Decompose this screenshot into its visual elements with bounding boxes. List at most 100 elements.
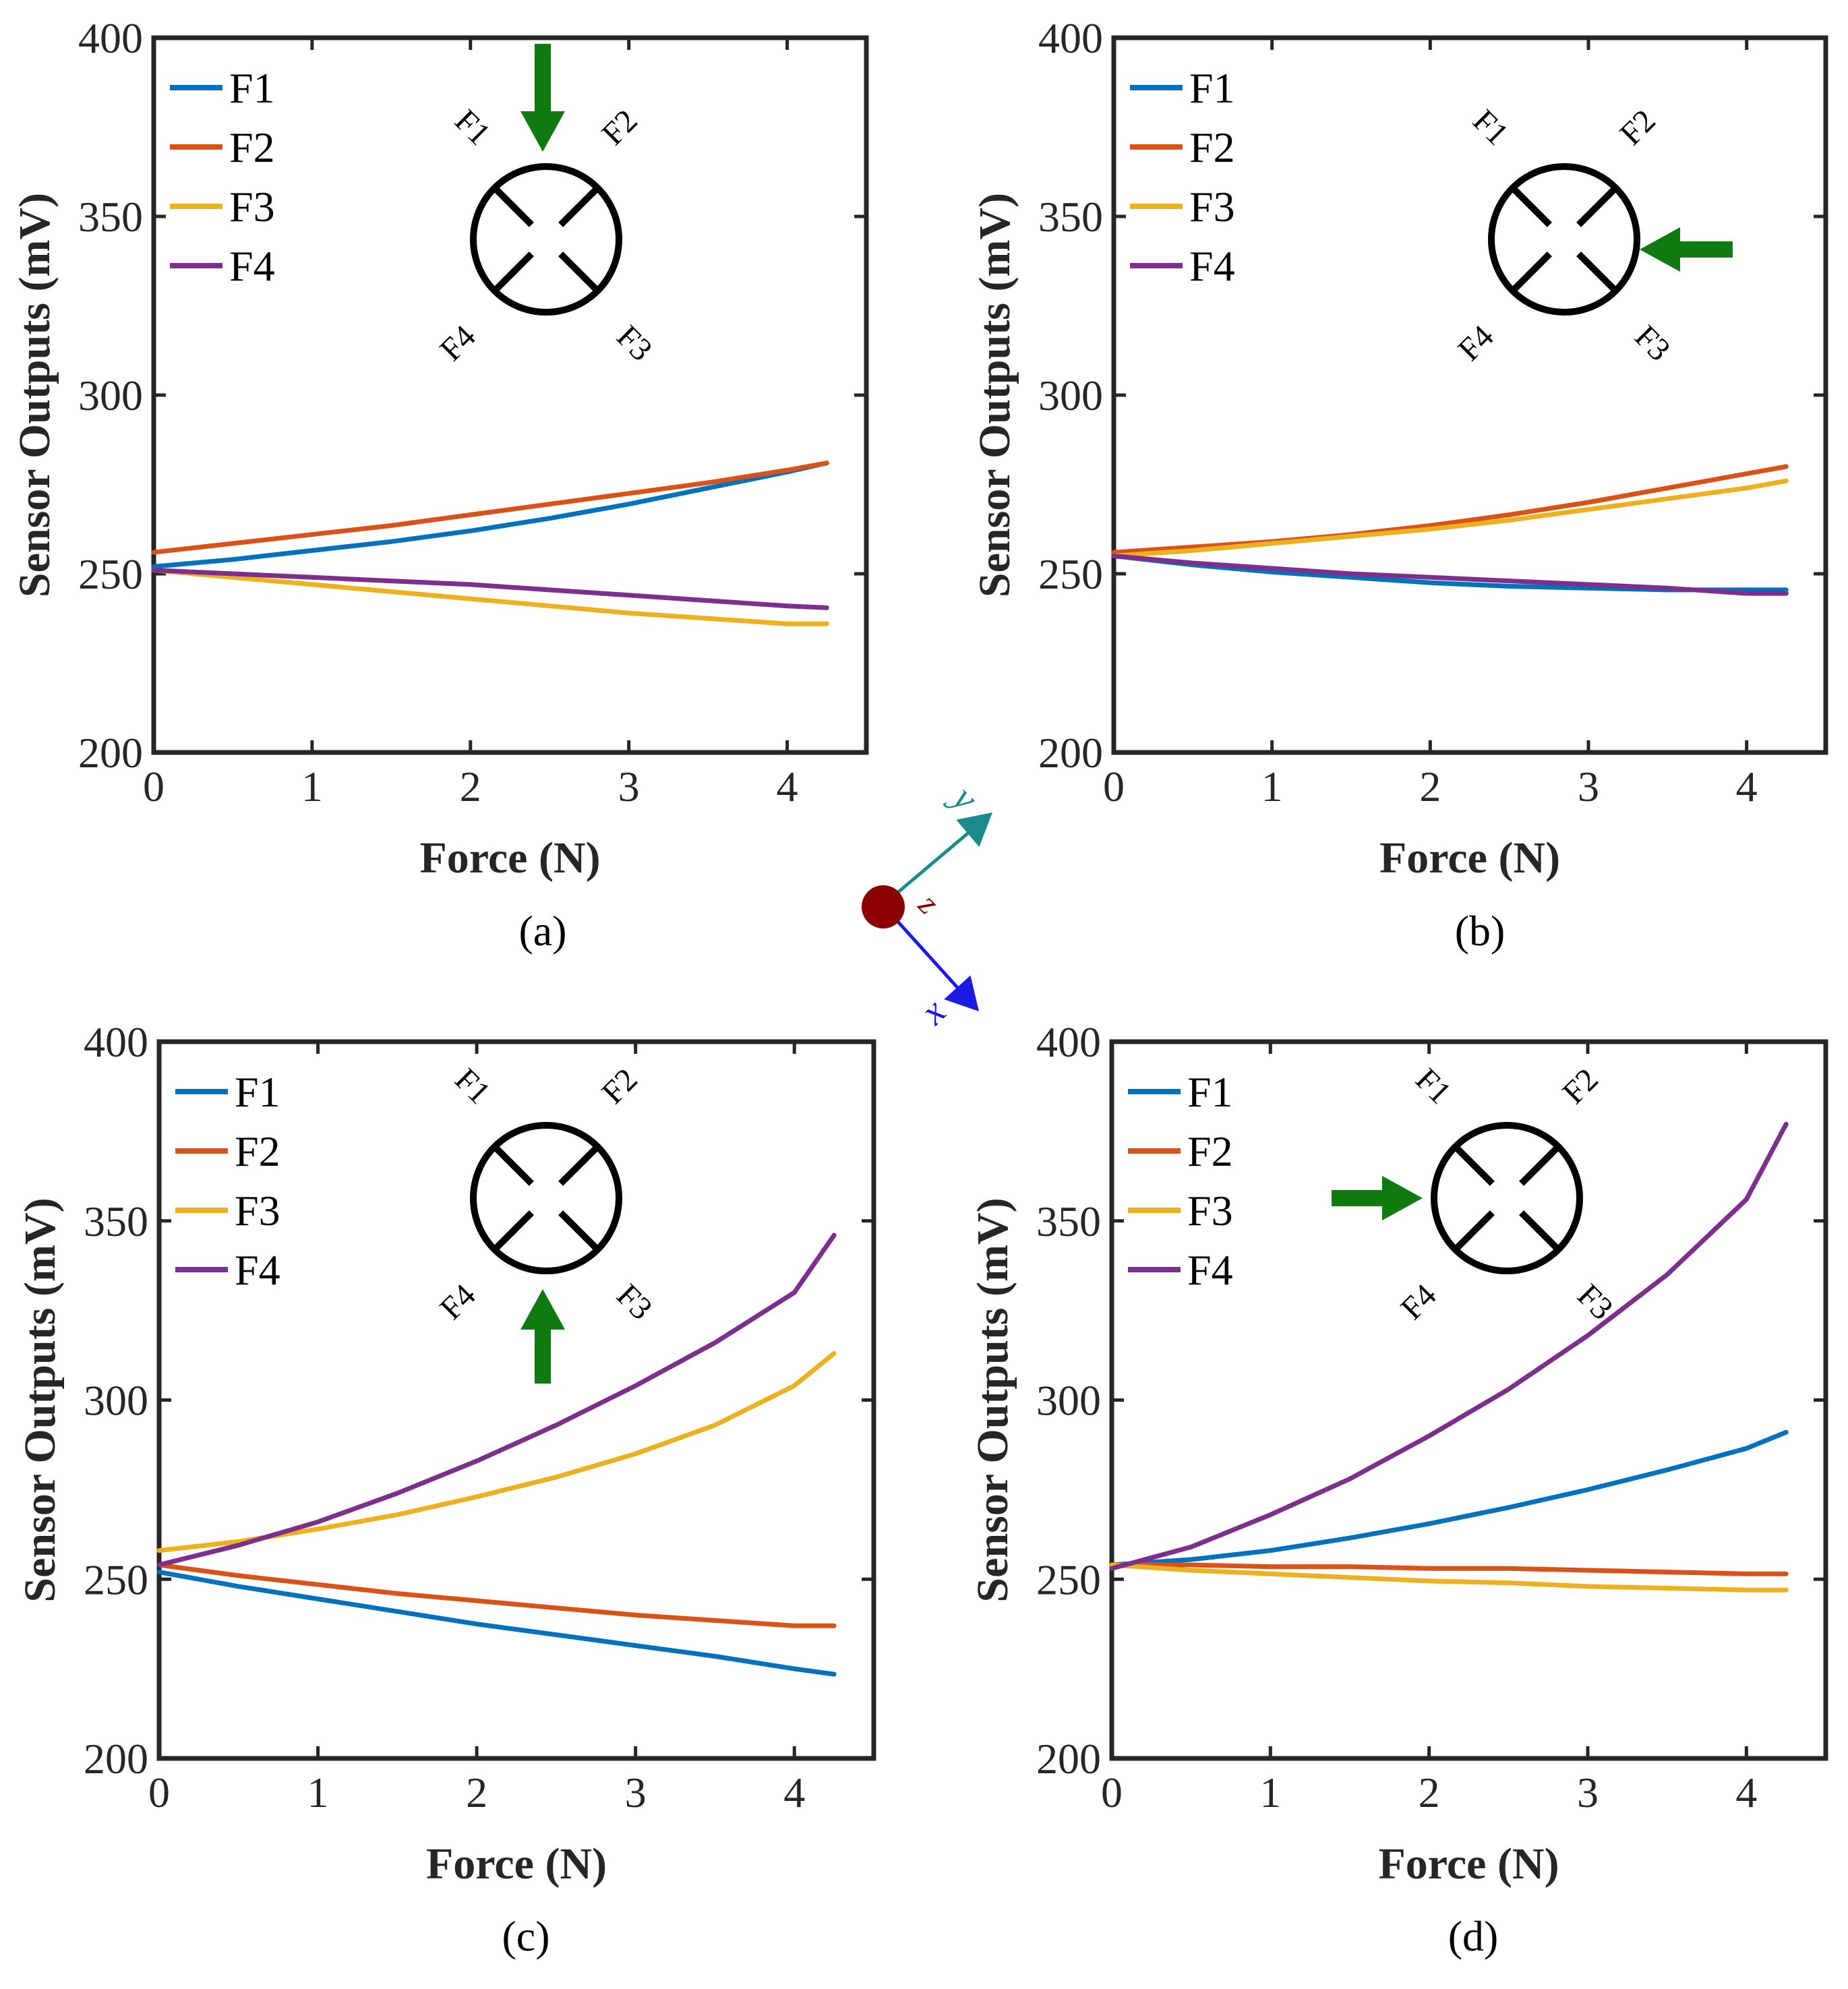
x-tick-label: 1 (1261, 763, 1283, 810)
legend-label-f4: F4 (235, 1246, 280, 1294)
x-tick-label: 0 (148, 1769, 170, 1816)
y-axis-label: Sensor Outputs (mV) (10, 193, 59, 597)
x-tick-label: 2 (1419, 763, 1441, 810)
x-tick-label: 4 (783, 1769, 805, 1816)
legend-label-f1: F1 (1187, 1068, 1233, 1116)
x-tick-label: 1 (307, 1769, 329, 1816)
y-tick-label: 350 (1038, 193, 1103, 241)
panel-caption: (a) (518, 907, 566, 955)
x-tick-label: 2 (466, 1769, 487, 1816)
legend-label-f1: F1 (1189, 64, 1235, 112)
y-tick-label: 400 (1038, 14, 1103, 62)
y-tick-label: 200 (84, 1735, 148, 1783)
x-tick-label: 2 (1419, 1769, 1440, 1816)
force-arrow-head (520, 111, 565, 152)
y-tick-label: 250 (1038, 550, 1103, 598)
legend-label-f3: F3 (229, 183, 275, 231)
sensor-element-4 (491, 1210, 534, 1253)
x-tick-label: 1 (301, 763, 323, 810)
series-line-f2 (1109, 1562, 1789, 1576)
sensor-element-2 (558, 1143, 601, 1186)
sensor-element-2 (1519, 1143, 1562, 1186)
sensor-ring (470, 1122, 622, 1274)
sensor-element-4 (1509, 251, 1552, 295)
sensor-label-f4: F4 (433, 1277, 482, 1326)
chart-panel-c: 0 1 2 3 4 200 250 300 350 400 Force (N) Sensor Outp… (16, 1018, 876, 1960)
chart-panel-a: 0 1 2 3 4 200 250 300 350 400 Force (N) Sensor Outp… (10, 14, 869, 955)
legend-label-f3: F3 (235, 1187, 280, 1235)
sensor-label-f2: F2 (595, 102, 644, 152)
sensor-label-f4: F4 (433, 318, 482, 367)
sensor-label-f4: F4 (1394, 1277, 1443, 1326)
x-axis-label: Force (N) (419, 833, 600, 883)
y-tick-label: 350 (1036, 1197, 1101, 1245)
sensor-element-1 (491, 1143, 534, 1186)
y-tick-label: 400 (78, 14, 143, 62)
series-line-f4 (1109, 1121, 1789, 1571)
sensor-ring (1431, 1122, 1583, 1274)
x-axis-arrow-head (944, 975, 979, 1011)
sensor-element-2 (1576, 184, 1619, 227)
y-axis-label: Sensor Outputs (mV) (968, 1197, 1017, 1602)
sensor-element-4 (491, 251, 534, 295)
series-line-f4 (1111, 554, 1789, 596)
sensor-label-f3: F3 (1628, 318, 1677, 367)
series-line-f4 (151, 568, 829, 610)
coordinate-frame: yzx (862, 775, 992, 1033)
x-tick-label: 3 (1578, 763, 1599, 810)
series-line-f2 (1111, 464, 1789, 555)
y-tick-label: 300 (1038, 372, 1103, 419)
panel-caption: (b) (1455, 907, 1506, 955)
legend-label-f3: F3 (1189, 183, 1235, 231)
sensor-label-f2: F2 (1613, 102, 1662, 152)
x-axis-label: Force (N) (1379, 833, 1560, 883)
series-line-f3 (1111, 478, 1789, 558)
sensor-element-4 (1452, 1210, 1495, 1253)
legend-label-f2: F2 (229, 123, 275, 171)
y-tick-label: 350 (84, 1197, 148, 1245)
series-line-f1 (151, 461, 829, 569)
sensor-label-f1: F1 (1408, 1061, 1458, 1110)
y-axis-label: y (942, 775, 986, 819)
y-tick-label: 250 (1036, 1555, 1101, 1603)
chart-panel-b: 0 1 2 3 4 200 250 300 350 400 Force (N) Sensor Outp… (970, 14, 1828, 955)
x-tick-label: 3 (618, 763, 640, 810)
sensor-element-1 (1509, 184, 1552, 227)
sensor-ring (1488, 163, 1640, 316)
sensor-label-f3: F3 (609, 318, 659, 367)
panel-caption: (c) (502, 1912, 549, 1960)
series-line-f3 (151, 568, 829, 626)
chart-panel-d: 0 1 2 3 4 200 250 300 350 400 Force (N) Sensor Outp… (968, 1018, 1828, 1960)
sensor-diagram: F1 F2 F3 F4 (433, 44, 659, 368)
sensor-element-3 (558, 251, 601, 295)
x-tick-label: 0 (1103, 763, 1125, 810)
z-axis-label: z (912, 887, 947, 922)
z-axis-dot (862, 885, 905, 928)
legend-label-f3: F3 (1187, 1187, 1233, 1235)
x-tick-label: 3 (625, 1769, 647, 1816)
y-axis-arrow-shaft (895, 832, 969, 895)
series-line-f2 (156, 1562, 837, 1628)
y-tick-label: 250 (78, 550, 143, 598)
legend-label-f2: F2 (235, 1127, 280, 1175)
y-tick-label: 200 (78, 729, 143, 777)
force-arrow-head (1640, 227, 1680, 272)
sensor-label-f2: F2 (1555, 1061, 1605, 1110)
x-axis-arrow-shaft (895, 919, 959, 989)
sensor-element-2 (558, 184, 601, 227)
legend-label-f2: F2 (1187, 1127, 1233, 1175)
legend-label-f4: F4 (1189, 242, 1235, 290)
sensor-label-f1: F1 (448, 1061, 497, 1110)
force-arrow-head (520, 1289, 565, 1330)
sensor-element-1 (491, 184, 534, 227)
legend-label-f1: F1 (229, 64, 275, 112)
series-line-f1 (1109, 1429, 1789, 1568)
series-line-f4 (156, 1233, 837, 1568)
sensor-label-f2: F2 (595, 1061, 644, 1110)
sensor-element-3 (558, 1210, 601, 1253)
x-tick-label: 0 (143, 763, 165, 810)
x-tick-label: 4 (777, 763, 798, 810)
x-tick-label: 4 (1736, 763, 1758, 810)
sensor-ring (470, 163, 622, 316)
